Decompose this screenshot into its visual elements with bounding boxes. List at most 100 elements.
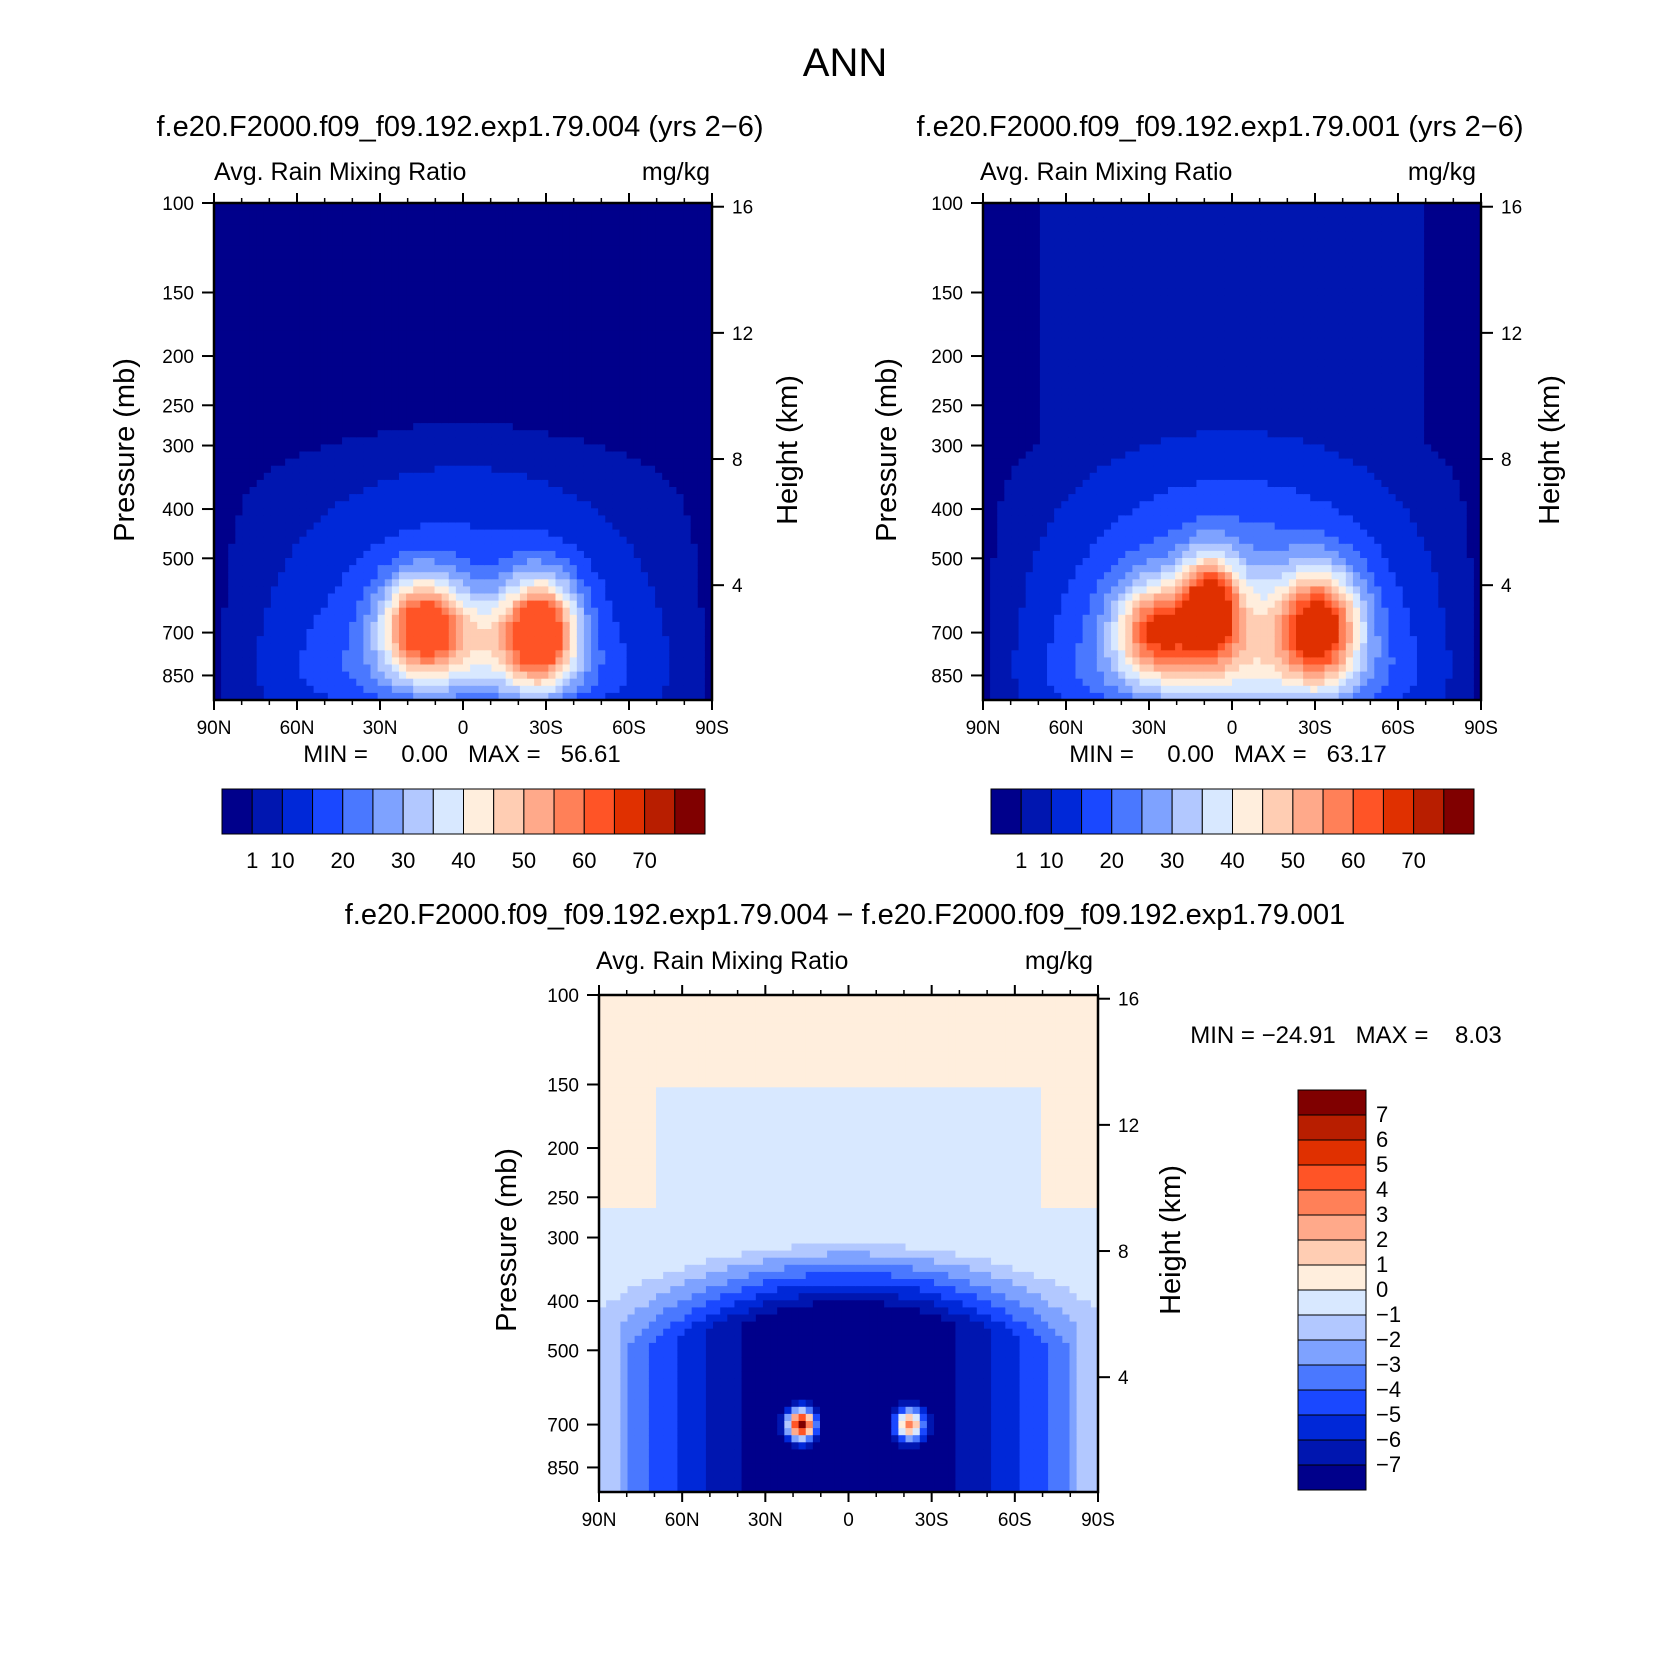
field-cell xyxy=(349,671,357,680)
field-cell xyxy=(285,529,293,538)
field-cell xyxy=(505,643,514,651)
field-cell xyxy=(263,536,272,545)
field-cell xyxy=(647,671,656,680)
field-cell xyxy=(313,515,322,524)
field-cell xyxy=(299,586,308,595)
field-cell xyxy=(676,210,685,218)
field-cell xyxy=(598,373,606,382)
field-cell xyxy=(299,330,308,339)
field-cell xyxy=(256,685,265,694)
field-cell xyxy=(477,479,485,488)
field-cell xyxy=(477,288,485,296)
field-cell xyxy=(562,408,571,417)
field-cell xyxy=(299,487,308,495)
field-cell xyxy=(420,401,429,410)
field-cell xyxy=(299,664,308,673)
field-cell xyxy=(612,508,621,516)
field-cell xyxy=(690,444,699,453)
field-cell xyxy=(356,387,364,396)
field-cell xyxy=(370,416,379,424)
field-cell xyxy=(655,437,663,445)
field-cell xyxy=(647,352,656,360)
field-cell xyxy=(576,572,585,580)
field-cell xyxy=(228,295,236,303)
field-cell xyxy=(598,451,606,460)
field-cell xyxy=(434,522,443,531)
field-cell xyxy=(270,281,279,289)
field-cell xyxy=(398,678,407,687)
field-cell xyxy=(270,416,279,424)
field-cell xyxy=(583,352,592,360)
field-cell xyxy=(377,345,386,353)
field-cell xyxy=(455,451,464,460)
field-cell xyxy=(313,316,322,325)
field-cell xyxy=(569,522,578,531)
field-cell xyxy=(299,643,308,651)
field-cell xyxy=(313,210,322,218)
field-cell xyxy=(498,380,507,389)
field-cell xyxy=(349,692,357,701)
field-cell xyxy=(334,550,343,559)
field-cell xyxy=(334,629,343,637)
field-cell xyxy=(313,430,322,438)
field-cell xyxy=(299,600,308,609)
field-cell xyxy=(349,479,357,488)
field-cell xyxy=(598,423,606,431)
field-cell xyxy=(334,231,343,240)
field-cell xyxy=(676,444,685,453)
field-cell xyxy=(583,586,592,595)
field-cell xyxy=(598,416,606,424)
field-cell xyxy=(519,536,528,545)
field-cell xyxy=(420,572,429,580)
field-cell xyxy=(420,614,429,623)
field-cell xyxy=(356,437,364,445)
field-cell xyxy=(669,210,678,218)
field-cell xyxy=(491,536,500,545)
field-cell xyxy=(527,692,535,701)
field-cell xyxy=(669,529,678,538)
field-cell xyxy=(420,352,429,360)
field-cell xyxy=(292,345,300,353)
field-cell xyxy=(242,217,251,225)
field-cell xyxy=(548,522,557,531)
field-cell xyxy=(655,302,663,311)
field-cell xyxy=(512,437,521,445)
field-cell xyxy=(612,692,621,701)
field-cell xyxy=(448,479,457,488)
field-cell xyxy=(633,629,642,637)
field-cell xyxy=(221,203,229,211)
field-cell xyxy=(413,543,421,552)
field-cell xyxy=(292,494,300,502)
field-cell xyxy=(534,472,542,481)
field-cell xyxy=(306,650,315,658)
field-cell xyxy=(555,522,564,531)
field-cell xyxy=(434,479,443,488)
field-cell xyxy=(498,444,507,453)
field-cell xyxy=(534,366,542,374)
field-cell xyxy=(569,678,578,687)
field-cell xyxy=(505,416,514,424)
field-cell xyxy=(398,352,407,360)
field-cell xyxy=(427,522,436,531)
field-cell xyxy=(683,671,692,680)
field-cell xyxy=(448,465,457,474)
field-cell xyxy=(640,401,649,410)
field-cell xyxy=(434,295,443,303)
field-cell xyxy=(285,536,293,545)
field-cell xyxy=(690,487,699,495)
field-cell xyxy=(697,650,706,658)
field-cell xyxy=(398,643,407,651)
field-cell xyxy=(626,465,635,474)
field-cell xyxy=(242,657,251,666)
field-cell xyxy=(591,550,599,559)
field-cell xyxy=(434,266,443,275)
field-cell xyxy=(391,508,400,516)
field-cell xyxy=(569,529,578,538)
field-cell xyxy=(697,600,706,609)
field-cell xyxy=(384,337,393,346)
field-cell xyxy=(562,323,571,332)
field-cell xyxy=(221,522,229,531)
field-cell xyxy=(285,565,293,573)
field-cell xyxy=(306,352,315,360)
field-cell xyxy=(249,309,258,318)
